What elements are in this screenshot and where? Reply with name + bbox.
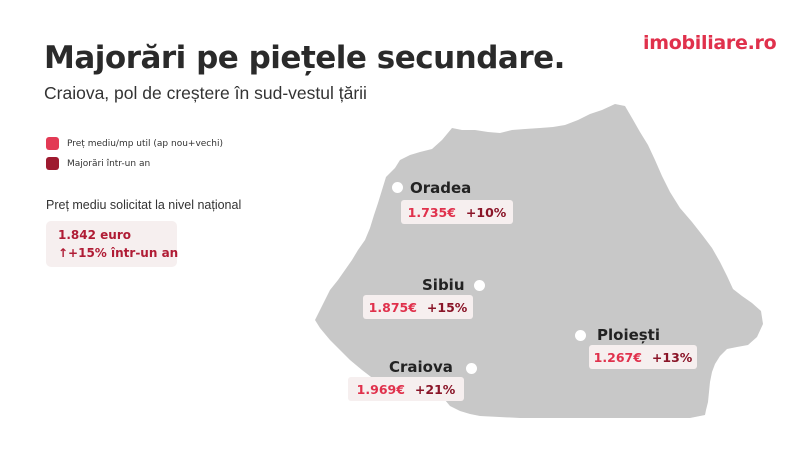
city-price-ploiesti: 1.267€ [593, 349, 642, 365]
city-change-ploiesti: +13% [651, 349, 693, 365]
page-title: Majorări pe piețele secundare. [44, 40, 565, 76]
city-price-sibiu: 1.875€ [368, 299, 417, 315]
city-price-box-oradea: 1.735€ +10% [401, 200, 513, 224]
city-dot-sibiu[interactable] [474, 280, 485, 291]
legend-item-increase: Majorări într-un an [46, 157, 150, 170]
legend-item-price: Preț mediu/mp util (ap nou+vechi) [46, 137, 223, 150]
legend-swatch-price [46, 137, 59, 150]
legend-label-price: Preț mediu/mp util (ap nou+vechi) [67, 138, 223, 149]
city-change-craiova: +21% [414, 381, 456, 397]
city-dot-oradea[interactable] [392, 182, 403, 193]
city-name-sibiu: Sibiu [422, 276, 465, 294]
city-name-craiova: Craiova [389, 358, 453, 376]
city-price-oradea: 1.735€ [407, 204, 456, 220]
national-label: Preț mediu solicitat la nivel național [46, 198, 242, 212]
city-dot-ploiesti[interactable] [575, 330, 586, 341]
national-box: 1.842 euro ↑+15% într-un an [46, 221, 179, 267]
city-change-sibiu: +15% [426, 299, 468, 315]
legend-swatch-increase [46, 157, 59, 170]
national-change: ↑+15% într-un an [58, 246, 179, 260]
city-price-craiova: 1.969€ [356, 381, 405, 397]
romania-shape [315, 104, 763, 418]
city-price-box-sibiu: 1.875€ +15% [363, 295, 473, 319]
city-price-box-ploiesti: 1.267€ +13% [589, 345, 697, 369]
city-dot-craiova[interactable] [466, 363, 477, 374]
national-value: 1.842 euro [58, 228, 131, 242]
city-name-ploiesti: Ploiești [597, 326, 660, 344]
city-name-oradea: Oradea [410, 179, 472, 197]
page-subtitle: Craiova, pol de creștere în sud-vestul ț… [44, 83, 367, 103]
city-change-oradea: +10% [465, 204, 507, 220]
legend-label-increase: Majorări într-un an [67, 158, 151, 169]
city-price-box-craiova: 1.969€ +21% [348, 377, 464, 401]
brand-logo[interactable]: imobiliare.ro [643, 32, 777, 54]
